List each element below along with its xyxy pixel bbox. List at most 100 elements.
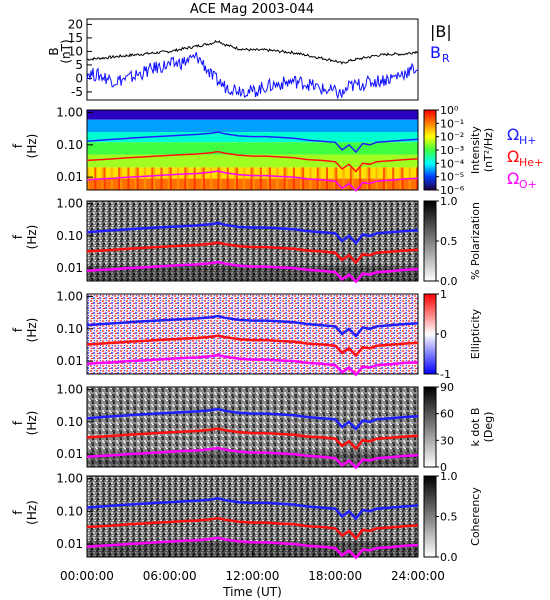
polarization-lowband [87, 265, 418, 281]
kdotb-frame [86, 386, 419, 468]
ellipticity-flabel: f [11, 327, 25, 332]
intensity-cbtick-label-4: 10⁻⁴ [440, 157, 465, 170]
intensity-gyro-He [86, 150, 419, 173]
polarization-funit: (Hz) [25, 225, 39, 250]
intensity-streak-33 [269, 167, 272, 190]
intensity-cblabel: Intensity [469, 126, 482, 174]
kdotb-colorbar [423, 386, 437, 468]
intensity-streak-9 [136, 167, 139, 190]
intensity-cbtick-label-5: 10⁻⁵ [440, 171, 464, 184]
coherency-flabel: f [11, 510, 25, 515]
coherency-ftick-label-1: 0.10 [56, 504, 83, 518]
polarization-frame [86, 200, 419, 282]
intensity-band-4 [87, 154, 418, 168]
ellipticity-ftick-label-2: 0.01 [56, 354, 83, 368]
intensity-streak-5 [118, 167, 121, 190]
kdotb-flabel: f [11, 420, 25, 425]
intensity-streak-10 [143, 167, 146, 190]
intensity-streak-45 [335, 167, 338, 190]
intensity-streak-37 [292, 167, 295, 190]
kdotb-cbtick-label-0: 90 [440, 381, 454, 394]
b-ytick-label-0: 20 [68, 17, 83, 31]
intensity-streak-46 [342, 167, 345, 190]
gyro-legend-sub-0: H+ [519, 134, 537, 147]
b-yunit: (nT) [59, 39, 73, 63]
ellipticity-gyro-O [86, 353, 419, 377]
kdotb-ftick-label-2: 0.01 [56, 447, 83, 461]
coherency-cblabel: Coherency [469, 487, 482, 546]
kdotb-cbunit: (Deg) [482, 412, 495, 443]
intensity-streak-14 [167, 167, 170, 190]
legend-BR: B [430, 43, 441, 62]
time-axis-label: Time (UT) [222, 585, 282, 599]
b-ytick-label-3: 5 [75, 58, 83, 72]
intensity-streak-28 [243, 167, 246, 190]
intensity-streak-12 [153, 167, 156, 190]
intensity-cbtick-label-2: 10⁻² [440, 131, 464, 144]
intensity-streak-50 [366, 167, 369, 190]
intensity-streak-19 [193, 167, 196, 190]
intensity-band-1 [87, 119, 418, 133]
intensity-streak-54 [384, 167, 387, 190]
gyro-legend-sym-0: Ω [507, 125, 519, 144]
kdotb-cbtick-label-3: 0 [440, 461, 447, 474]
time-tick-label-4: 24:00:00 [391, 569, 445, 583]
intensity-frame [86, 109, 419, 191]
intensity-streak-16 [177, 167, 180, 190]
intensity-ftick-label-1: 0.10 [56, 138, 83, 152]
kdotb-gyro-H [86, 407, 419, 431]
intensity-streak-13 [160, 167, 163, 190]
intensity-streak-26 [234, 167, 237, 190]
polarization-cbtick-label-2: 0.0 [440, 275, 458, 288]
b-ytick-label-5: -5 [71, 85, 83, 99]
gyro-legend-sym-2: Ω [507, 169, 519, 188]
intensity-streak-7 [127, 167, 130, 190]
polarization-cbtick-label-0: 1.0 [440, 195, 458, 208]
intensity-ftick-label-0: 1.00 [56, 106, 83, 120]
b-ylabel: B [47, 47, 61, 55]
intensity-streak-0 [87, 167, 89, 190]
polarization-cbtick-label-1: 0.5 [440, 235, 458, 248]
legend-BR-sub: R [442, 52, 450, 65]
ellipticity-cbtick-label-1: 0 [440, 328, 447, 341]
intensity-streak-41 [316, 167, 319, 190]
intensity-cbtick-label-0: 10⁰ [440, 104, 459, 117]
intensity-streak-30 [252, 167, 255, 190]
intensity-ftick-label-2: 0.01 [56, 170, 83, 184]
intensity-streak-21 [202, 167, 205, 190]
panel-polarization: 1.00 0.10 0.01 f (Hz) 1.0 0.5 0.0 % Polarization [11, 195, 482, 288]
gyro-legend-sub-2: O+ [519, 178, 537, 191]
polarization-gyro-O [86, 260, 419, 284]
intensity-streak-18 [186, 167, 189, 190]
panel-coherency: 1.00 0.10 0.01 f (Hz) 1.0 0.5 0.0 Coherency [11, 470, 482, 564]
intensity-streak-35 [283, 167, 286, 190]
ellipticity-ftick-label-0: 1.00 [56, 290, 83, 304]
intensity-cbtick-label-6: 10⁻⁶ [440, 184, 465, 197]
intensity-band-3 [87, 142, 418, 155]
intensity-streak-17 [184, 167, 187, 190]
coherency-cbtick-label-0: 1.0 [440, 470, 458, 483]
polarization-gyro-He [86, 241, 419, 265]
ellipticity-cbtick-label-0: 1 [440, 288, 447, 301]
intensity-streak-52 [375, 167, 378, 190]
polarization-ftick-label-2: 0.01 [56, 261, 83, 275]
kdotb-gyro-O [86, 446, 419, 470]
intensity-streak-6 [120, 167, 123, 190]
ellipticity-funit: (Hz) [25, 318, 39, 343]
ellipticity-ftick-label-1: 0.10 [56, 322, 83, 336]
coherency-ftick-label-0: 1.00 [56, 472, 83, 486]
coherency-gyro-O [86, 536, 419, 560]
intensity-streak-24 [219, 167, 222, 190]
intensity-streak-20 [200, 167, 203, 190]
intensity-streak-23 [217, 167, 220, 190]
polarization-ftick-label-1: 0.10 [56, 229, 83, 243]
intensity-streak-32 [267, 167, 270, 190]
coherency-cbtick-label-1: 0.5 [440, 511, 458, 524]
coherency-ftick-label-2: 0.01 [56, 537, 83, 551]
panel-intensity: 1.00 0.10 0.01 f (Hz) 10⁰10⁻¹10⁻²10⁻³10⁻⁴10⁻⁵… [11, 104, 495, 197]
b-ytick-label-2: 10 [68, 44, 83, 58]
b-ytick-label-4: 0 [75, 71, 83, 85]
polarization-colorbar [423, 200, 437, 282]
time-tick-label-0: 00:00:00 [60, 569, 114, 583]
